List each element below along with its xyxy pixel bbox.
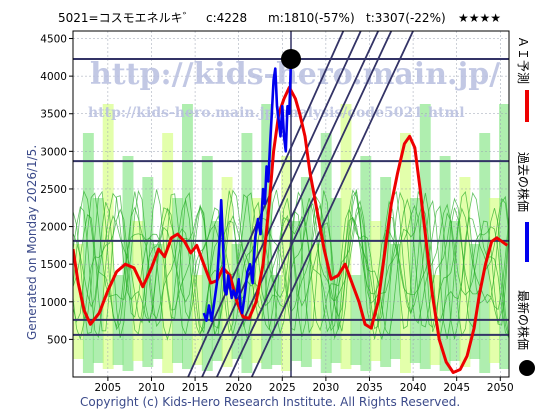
header-target-price: t:3307(-22%) xyxy=(366,11,446,25)
band-column xyxy=(182,104,193,369)
current-price-marker xyxy=(281,48,301,69)
y-tick-label: 1000 xyxy=(40,297,67,309)
y-tick-label: 2500 xyxy=(40,184,67,196)
trend-diagonal xyxy=(250,31,414,377)
legend-past-label: 過去の株価 xyxy=(516,152,531,212)
y-tick-label: 4500 xyxy=(40,34,67,46)
band-column xyxy=(409,198,421,363)
legend-latest-dot xyxy=(519,360,535,376)
x-tick-label: 2010 xyxy=(138,382,165,394)
band-column xyxy=(162,133,174,373)
x-tick-label: 2050 xyxy=(487,382,514,394)
band-column xyxy=(499,104,509,369)
y-axis-ticks: 500 1000 1500 2000 2500 3000 3500 4000 4500 xyxy=(40,34,73,346)
band-column xyxy=(479,133,491,373)
y-tick-label: 3000 xyxy=(40,146,67,158)
band-column xyxy=(489,198,501,363)
band-column xyxy=(330,198,342,363)
y-tick-label: 1500 xyxy=(40,259,67,271)
trend-diagonal xyxy=(201,31,362,377)
trend-diagonal xyxy=(229,31,393,377)
header-current-price: c:4228 xyxy=(206,11,247,25)
x-axis-ticks: 2005 2010 2015 2020 2025 2030 2035 2040 2045 2050 xyxy=(95,377,514,394)
band-column xyxy=(251,198,263,363)
band-column xyxy=(390,244,401,359)
band-column xyxy=(211,221,223,361)
watermark-sub-url: http://kids-hero.main.jp/analysis/code50… xyxy=(88,105,465,121)
legend-ai-label: ＡＩ予測 xyxy=(516,36,530,84)
trend-diagonal xyxy=(216,31,380,377)
band-column xyxy=(380,177,392,367)
band-column xyxy=(439,156,451,371)
band-column xyxy=(400,133,411,373)
x-tick-label: 2025 xyxy=(269,382,296,394)
band-column xyxy=(310,244,322,359)
legend-latest-label: 最新の株価 xyxy=(516,290,531,350)
band-column xyxy=(132,221,144,361)
header-min-price: m:1810(-57%) xyxy=(268,11,355,25)
price-series xyxy=(73,58,509,374)
x-tick-label: 2035 xyxy=(356,382,383,394)
ai-forecast-line xyxy=(73,85,509,374)
latest-price-dot xyxy=(281,48,301,69)
x-tick-label: 2005 xyxy=(95,382,122,394)
y-tick-label: 500 xyxy=(47,334,67,346)
band-column xyxy=(201,156,213,371)
generated-date-label: Generated on Monday 2026/1/5. xyxy=(25,145,39,340)
legend: ＡＩ予測 過去の株価 最新の株価 xyxy=(516,36,535,376)
x-tick-label: 2040 xyxy=(400,382,427,394)
y-tick-label: 2000 xyxy=(40,222,67,234)
past-price-line xyxy=(202,58,293,322)
x-tick-label: 2015 xyxy=(182,382,209,394)
header-rating-stars: ★★★★ xyxy=(458,11,501,25)
band-column xyxy=(92,198,104,363)
header-code-name: 5021=コスモエネルキ゛ xyxy=(58,11,195,25)
band-column xyxy=(449,221,461,361)
x-tick-label: 2030 xyxy=(313,382,340,394)
y-tick-label: 4000 xyxy=(40,71,67,83)
band-column xyxy=(281,156,292,371)
band-column xyxy=(300,177,312,367)
y-tick-label: 3500 xyxy=(40,109,67,121)
x-tick-label: 2045 xyxy=(443,382,470,394)
copyright-footer: Copyright (c) Kids-Hero Research Institu… xyxy=(80,395,460,409)
band-column xyxy=(73,244,84,359)
x-tick-label: 2020 xyxy=(225,382,252,394)
band-column xyxy=(469,244,481,359)
band-column xyxy=(152,244,164,359)
band-column xyxy=(241,133,253,373)
plot-frame xyxy=(72,30,510,378)
